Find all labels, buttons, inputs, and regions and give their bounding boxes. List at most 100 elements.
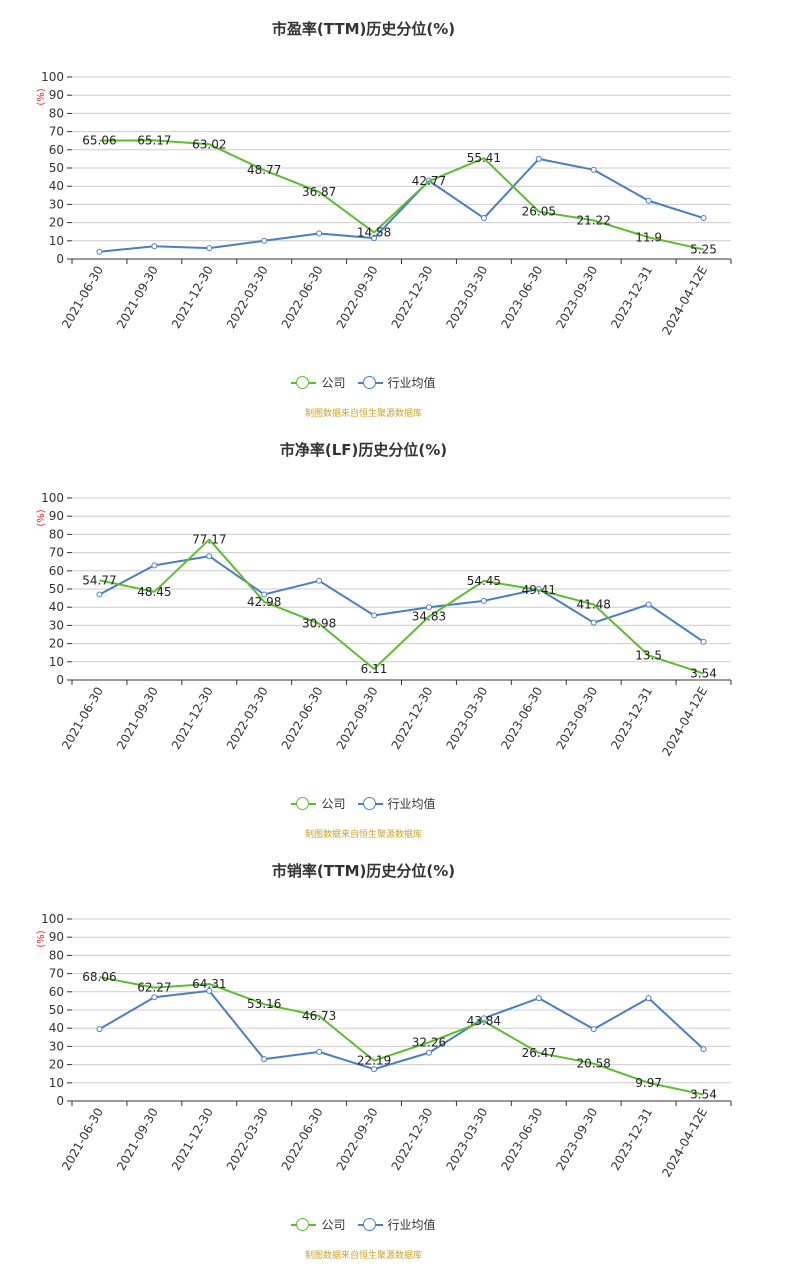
company-data-label: 22.19 xyxy=(357,1054,391,1068)
industry-point xyxy=(535,155,542,162)
x-tick-label: 2023-09-30 xyxy=(553,264,600,331)
x-tick-label: 2023-03-30 xyxy=(443,264,490,331)
x-tick-label: 2022-12-30 xyxy=(389,685,436,752)
source-note: 制图数据来自恒生聚源数据库 xyxy=(304,830,422,840)
company-data-label: 54.45 xyxy=(467,574,501,588)
industry-point xyxy=(371,1066,378,1073)
industry-point xyxy=(590,166,597,173)
x-tick-label: 2022-09-30 xyxy=(334,685,381,752)
industry-point xyxy=(425,1049,432,1056)
x-tick-label: 2023-09-30 xyxy=(553,1106,600,1173)
company-data-label: 62.27 xyxy=(137,981,171,995)
x-tick-label: 2022-12-30 xyxy=(389,264,436,331)
legend-item-industry[interactable]: 行业均值 xyxy=(357,1216,436,1233)
source-note: 制图数据来自恒生聚源数据库 xyxy=(304,1251,422,1261)
x-tick-label: 2021-12-30 xyxy=(169,1106,216,1173)
x-tick-label: 2021-09-30 xyxy=(114,1106,161,1173)
y-tick-label: 60 xyxy=(49,143,64,157)
legend-marker-icon xyxy=(357,796,383,811)
company-data-label: 65.06 xyxy=(82,134,116,148)
legend-item-company[interactable]: 公司 xyxy=(291,374,346,391)
y-tick-label: 40 xyxy=(49,600,64,614)
y-tick-label: 10 xyxy=(49,655,64,669)
x-tick-label: 2022-12-30 xyxy=(389,1106,436,1173)
x-tick-label: 2021-12-30 xyxy=(169,264,216,331)
y-tick-label: 50 xyxy=(49,582,64,596)
legend[interactable]: 公司 行业均值 xyxy=(0,795,727,812)
chart-title: 市销率(TTM)历史分位(%) xyxy=(271,862,456,880)
x-tick-label: 2021-12-30 xyxy=(169,685,216,752)
y-tick-label: 40 xyxy=(49,179,64,193)
industry-point xyxy=(316,1048,323,1055)
industry-point xyxy=(590,1026,597,1033)
legend-item-industry[interactable]: 行业均值 xyxy=(357,374,436,391)
x-tick-label: 2023-12-31 xyxy=(608,685,655,752)
y-tick-label: 10 xyxy=(49,1076,64,1090)
industry-point xyxy=(535,995,542,1002)
x-tick-label: 2023-03-30 xyxy=(443,1106,490,1173)
company-data-label: 43.84 xyxy=(467,1014,501,1028)
y-tick-label: 0 xyxy=(56,673,64,687)
x-tick-label: 2023-12-31 xyxy=(608,1106,655,1173)
company-data-label: 3.54 xyxy=(690,1088,717,1102)
legend-label: 公司 xyxy=(321,1218,346,1232)
legend-label: 公司 xyxy=(321,797,346,811)
y-tick-label: 100 xyxy=(41,491,64,505)
y-tick-label: 70 xyxy=(49,546,64,560)
company-data-label: 65.17 xyxy=(137,133,171,147)
industry-point xyxy=(261,237,268,244)
x-tick-label: 2023-06-30 xyxy=(498,685,545,752)
x-tick-label: 2022-09-30 xyxy=(334,1106,381,1173)
x-tick-label: 2022-03-30 xyxy=(224,1106,271,1173)
x-tick-label: 2023-06-30 xyxy=(498,264,545,331)
legend-marker-icon xyxy=(291,375,317,390)
industry-point xyxy=(590,619,597,626)
y-tick-label: 50 xyxy=(49,1003,64,1017)
company-line xyxy=(99,976,704,1096)
y-tick-label: 50 xyxy=(49,161,64,175)
company-data-label: 49.41 xyxy=(522,583,556,597)
y-tick-label: 40 xyxy=(49,1021,64,1035)
y-tick-label: 100 xyxy=(41,912,64,926)
x-tick-label: 2021-06-30 xyxy=(59,264,106,331)
x-tick-label: 2023-12-31 xyxy=(608,264,655,331)
company-data-label: 9.97 xyxy=(635,1076,662,1090)
industry-line xyxy=(98,989,705,1071)
industry-point xyxy=(371,235,378,242)
company-data-label: 13.5 xyxy=(635,648,662,662)
industry-point xyxy=(700,638,707,645)
y-tick-label: 90 xyxy=(49,88,64,102)
industry-point xyxy=(206,553,213,560)
legend-marker-icon xyxy=(357,375,383,390)
company-data-label: 48.45 xyxy=(137,585,171,599)
y-unit-label: (%) xyxy=(36,88,47,105)
industry-point xyxy=(96,1026,103,1033)
x-tick-label: 2024-04-12E xyxy=(659,264,710,338)
legend-marker-icon xyxy=(291,796,317,811)
legend-item-industry[interactable]: 行业均值 xyxy=(357,795,436,812)
y-unit-label: (%) xyxy=(36,509,47,526)
company-data-label: 5.25 xyxy=(690,242,717,256)
x-tick-label: 2022-06-30 xyxy=(279,1106,326,1173)
company-data-label: 11.9 xyxy=(635,230,662,244)
legend-label: 行业均值 xyxy=(387,1218,436,1232)
company-data-label: 55.41 xyxy=(467,151,501,165)
x-tick-label: 2023-06-30 xyxy=(498,1106,545,1173)
y-unit-label: (%) xyxy=(36,930,47,947)
y-tick-label: 90 xyxy=(49,930,64,944)
legend[interactable]: 公司 行业均值 xyxy=(0,1216,727,1233)
legend-item-company[interactable]: 公司 xyxy=(291,1216,346,1233)
y-tick-label: 100 xyxy=(41,70,64,84)
y-tick-label: 30 xyxy=(49,197,64,211)
industry-point xyxy=(206,987,213,994)
y-tick-label: 30 xyxy=(49,1039,64,1053)
y-tick-label: 70 xyxy=(49,967,64,981)
x-tick-label: 2021-06-30 xyxy=(59,1106,106,1173)
company-data-label: 54.77 xyxy=(82,573,116,587)
company-data-label: 77.17 xyxy=(192,533,226,547)
legend[interactable]: 公司 行业均值 xyxy=(0,374,727,391)
legend-item-company[interactable]: 公司 xyxy=(291,795,346,812)
y-tick-label: 90 xyxy=(49,509,64,523)
company-data-label: 6.11 xyxy=(361,662,388,676)
